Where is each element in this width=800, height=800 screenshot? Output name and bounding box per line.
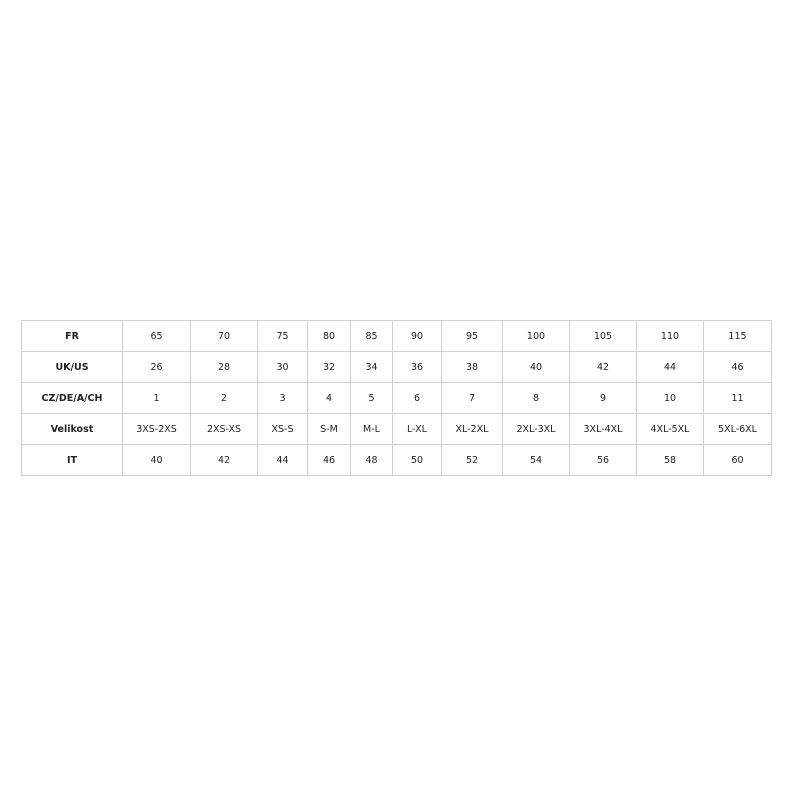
table-cell: 85 bbox=[350, 320, 393, 352]
row-header: Velikost bbox=[21, 413, 123, 445]
table-cell: 110 bbox=[636, 320, 704, 352]
table-cell: 36 bbox=[392, 351, 442, 383]
table-row: FR 65 70 75 80 85 90 95 100 105 110 115 bbox=[21, 320, 772, 352]
table-cell: 46 bbox=[307, 444, 351, 476]
table-row: IT 40 42 44 46 48 50 52 54 56 58 60 bbox=[21, 444, 772, 476]
table-cell: 90 bbox=[392, 320, 442, 352]
table-cell: 2XS-XS bbox=[190, 413, 258, 445]
table-cell: 100 bbox=[502, 320, 570, 352]
table-cell: 6 bbox=[392, 382, 442, 414]
table-cell: 34 bbox=[350, 351, 393, 383]
table-cell: 42 bbox=[569, 351, 637, 383]
table-cell: XS-S bbox=[257, 413, 308, 445]
table-cell: 8 bbox=[502, 382, 570, 414]
row-header: CZ/DE/A/CH bbox=[21, 382, 123, 414]
table-cell: 75 bbox=[257, 320, 308, 352]
table-cell: 5XL-6XL bbox=[703, 413, 772, 445]
table-cell: 1 bbox=[122, 382, 191, 414]
table-cell: 3XL-4XL bbox=[569, 413, 637, 445]
table-cell: 115 bbox=[703, 320, 772, 352]
table-cell: 10 bbox=[636, 382, 704, 414]
table-cell: 4XL-5XL bbox=[636, 413, 704, 445]
table-cell: 95 bbox=[441, 320, 503, 352]
table-cell: 65 bbox=[122, 320, 191, 352]
table-cell: 52 bbox=[441, 444, 503, 476]
size-conversion-table: FR 65 70 75 80 85 90 95 100 105 110 115 UK/US 26 28 30 3… bbox=[21, 320, 772, 476]
table-cell: 3XS-2XS bbox=[122, 413, 191, 445]
table-cell: 40 bbox=[122, 444, 191, 476]
table-cell: 28 bbox=[190, 351, 258, 383]
table-row: UK/US 26 28 30 32 34 36 38 40 42 44 46 bbox=[21, 351, 772, 383]
table-row: Velikost 3XS-2XS 2XS-XS XS-S S-M M-L L-XL XL-2X… bbox=[21, 413, 772, 445]
table-cell: 40 bbox=[502, 351, 570, 383]
table-cell: 80 bbox=[307, 320, 351, 352]
table-cell: 5 bbox=[350, 382, 393, 414]
table-cell: 54 bbox=[502, 444, 570, 476]
row-header: UK/US bbox=[21, 351, 123, 383]
table-cell: 46 bbox=[703, 351, 772, 383]
table-cell: 56 bbox=[569, 444, 637, 476]
row-header: IT bbox=[21, 444, 123, 476]
table-cell: 26 bbox=[122, 351, 191, 383]
table-cell: 42 bbox=[190, 444, 258, 476]
table-cell: 60 bbox=[703, 444, 772, 476]
table-cell: 58 bbox=[636, 444, 704, 476]
table-cell: S-M bbox=[307, 413, 351, 445]
table-cell: 3 bbox=[257, 382, 308, 414]
table-cell: 2XL-3XL bbox=[502, 413, 570, 445]
table-cell: 32 bbox=[307, 351, 351, 383]
table-cell: 44 bbox=[257, 444, 308, 476]
table-cell: 38 bbox=[441, 351, 503, 383]
row-header: FR bbox=[21, 320, 123, 352]
table-cell: 48 bbox=[350, 444, 393, 476]
table-cell: 7 bbox=[441, 382, 503, 414]
table-cell: XL-2XL bbox=[441, 413, 503, 445]
table-cell: 9 bbox=[569, 382, 637, 414]
table-row: CZ/DE/A/CH 1 2 3 4 5 6 7 8 9 10 11 bbox=[21, 382, 772, 414]
table-cell: 30 bbox=[257, 351, 308, 383]
table-cell: 4 bbox=[307, 382, 351, 414]
table-cell: 50 bbox=[392, 444, 442, 476]
table-cell: M-L bbox=[350, 413, 393, 445]
table-cell: 2 bbox=[190, 382, 258, 414]
table-cell: 11 bbox=[703, 382, 772, 414]
table-cell: L-XL bbox=[392, 413, 442, 445]
table-cell: 70 bbox=[190, 320, 258, 352]
table-cell: 44 bbox=[636, 351, 704, 383]
table-cell: 105 bbox=[569, 320, 637, 352]
